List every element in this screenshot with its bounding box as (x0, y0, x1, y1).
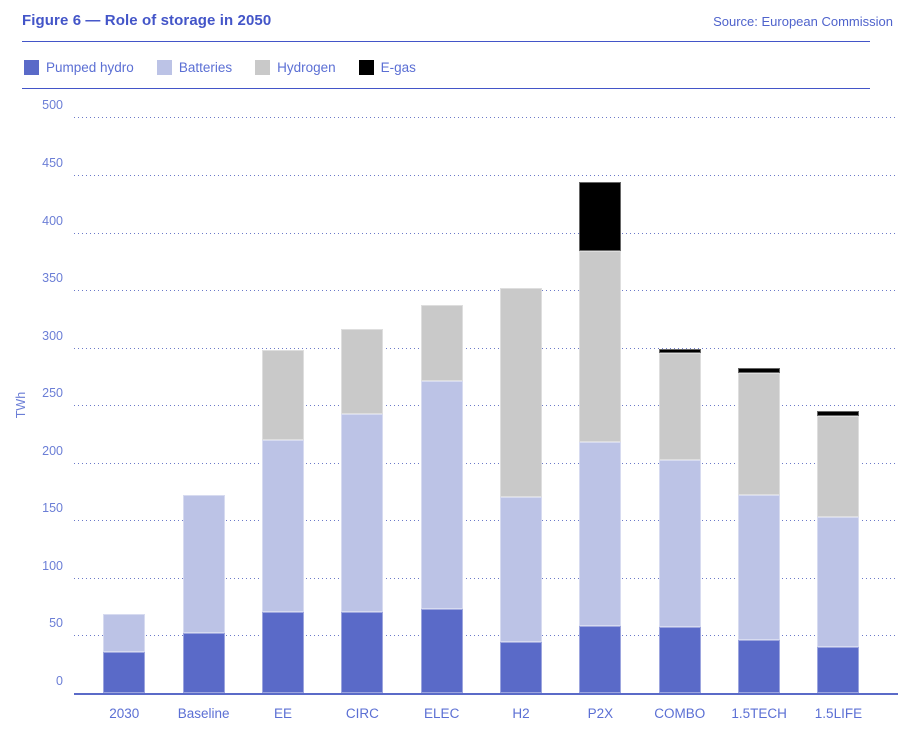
bar-ELEC-batteries (420, 381, 463, 609)
bar-H2-batteries (500, 497, 543, 643)
header-divider (22, 41, 870, 42)
gridline-100 (74, 577, 898, 579)
legend-label: Batteries (178, 59, 233, 75)
y-tick-label: 400 (42, 213, 63, 228)
bar-P2X-e-gas (579, 181, 622, 251)
y-tick-label: 0 (56, 674, 63, 688)
bar-COMBO-batteries (658, 460, 701, 628)
bar-CIRC-hydrogen (341, 329, 384, 415)
y-tick-label: 100 (42, 558, 63, 573)
bar-EE-pumped-hydro (262, 612, 304, 693)
bar-1.5TECH-hydrogen (738, 372, 781, 495)
gridline-350 (74, 290, 898, 292)
bar-ELEC-pumped-hydro (420, 608, 463, 693)
bar-EE-batteries (262, 439, 304, 613)
x-tick-label: 2030 (109, 706, 140, 721)
bar-CIRC-batteries (341, 414, 384, 613)
y-tick-label: 50 (49, 616, 63, 631)
y-axis-title: TWh (14, 391, 28, 419)
legend-swatch-icon (24, 59, 39, 75)
y-tick-label: 450 (42, 155, 63, 170)
bar-COMBO-hydrogen (658, 353, 701, 461)
bar-1.5LIFE-batteries (817, 516, 860, 647)
legend-item-batteries: Batteries (156, 59, 233, 75)
legend-item-pumped-hydro: Pumped hydro (24, 59, 134, 75)
x-tick-label: 1.5LIFE (814, 706, 863, 721)
x-tick-label: H2 (512, 706, 530, 721)
bar-P2X-batteries (579, 442, 622, 627)
gridline-200 (74, 462, 898, 464)
gridline-300 (74, 347, 898, 349)
gridline-400 (74, 232, 898, 234)
bar-COMBO-e-gas (658, 348, 701, 354)
bar-1.5TECH-batteries (738, 494, 781, 641)
legend-swatch-icon (255, 59, 271, 75)
bar-EE-hydrogen (262, 349, 304, 440)
bar-1.5TECH-pumped-hydro (738, 640, 781, 693)
gridline-250 (74, 405, 898, 407)
bar-2030-batteries (103, 613, 146, 652)
y-tick-label: 350 (42, 271, 63, 286)
bar-1.5LIFE-hydrogen (817, 415, 860, 517)
bar-CIRC-pumped-hydro (341, 612, 384, 693)
legend-label: Hydrogen (277, 59, 336, 75)
source-label: Source: European Commission (713, 14, 893, 29)
bar-1.5LIFE-pumped-hydro (817, 646, 860, 693)
bar-ELEC-hydrogen (420, 305, 463, 381)
x-tick-label: 1.5TECH (731, 706, 787, 721)
bar-COMBO-pumped-hydro (658, 627, 701, 693)
bar-Baseline-batteries (182, 494, 225, 634)
bar-P2X-pumped-hydro (579, 626, 622, 693)
bar-1.5LIFE-e-gas (817, 410, 860, 416)
x-tick-label: COMBO (654, 706, 706, 721)
bar-P2X-hydrogen (579, 250, 622, 443)
y-tick-label: 200 (42, 443, 63, 458)
legend: Pumped hydro Batteries Hydrogen E-gas (24, 57, 416, 77)
gridline-500 (74, 117, 898, 119)
legend-swatch-icon (156, 59, 172, 75)
y-tick-label: 500 (42, 98, 63, 113)
legend-label: E-gas (380, 59, 416, 75)
x-axis-line (74, 692, 898, 695)
legend-divider (22, 88, 870, 89)
bar-1.5TECH-e-gas (738, 368, 781, 373)
x-tick-label: ELEC (424, 706, 460, 721)
x-tick-label: CIRC (345, 706, 379, 721)
bar-Baseline-pumped-hydro (182, 633, 225, 693)
y-tick-label: 300 (42, 328, 63, 343)
gridline-150 (74, 520, 898, 522)
legend-item-hydrogen: Hydrogen (255, 59, 336, 75)
gridline-450 (74, 174, 898, 176)
y-tick-label: 250 (42, 386, 63, 401)
legend-swatch-icon (358, 59, 374, 75)
bar-H2-pumped-hydro (500, 642, 543, 693)
legend-item-e-gas: E-gas (358, 59, 416, 75)
y-tick-label: 150 (42, 501, 63, 516)
x-tick-label: P2X (587, 706, 614, 721)
x-tick-label: Baseline (177, 706, 230, 721)
bar-2030-pumped-hydro (103, 651, 146, 693)
gridline-50 (74, 635, 898, 637)
x-tick-label: EE (273, 706, 292, 721)
bar-H2-hydrogen (500, 287, 543, 498)
legend-label: Pumped hydro (46, 59, 134, 75)
figure-title: Figure 6 — Role of storage in 2050 (22, 12, 272, 29)
